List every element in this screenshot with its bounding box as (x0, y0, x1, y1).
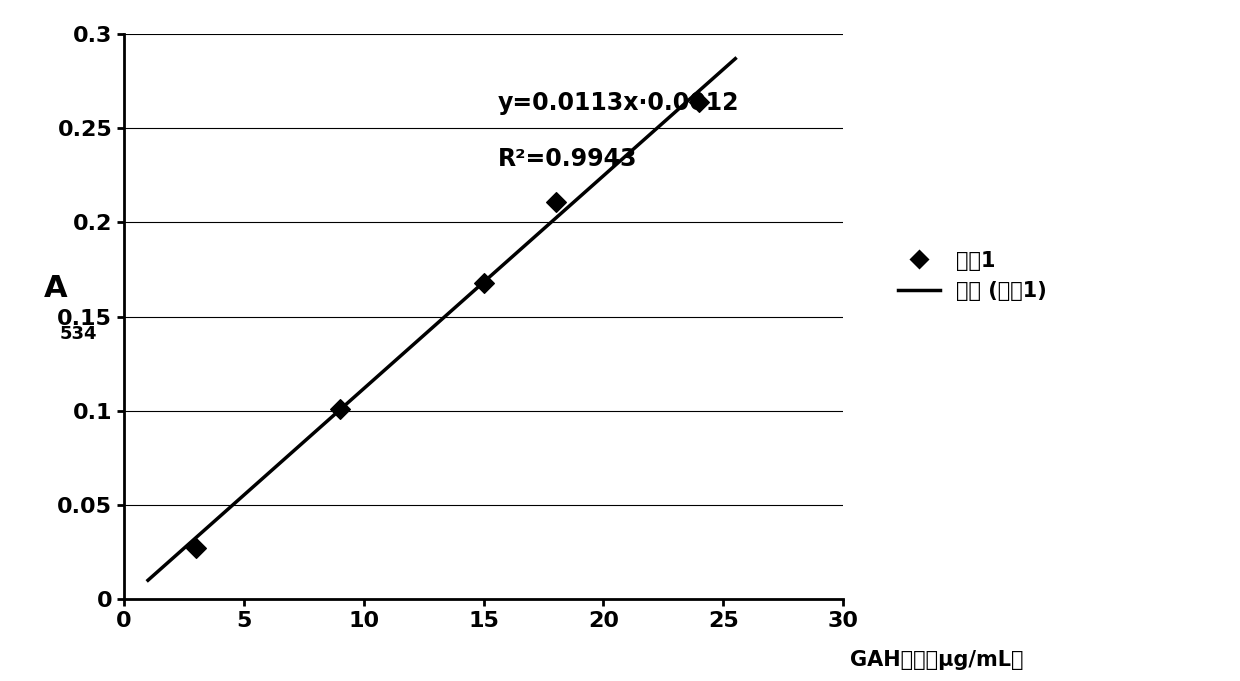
Text: R²=0.9943: R²=0.9943 (498, 147, 637, 171)
Point (546, 196, 565, 207)
Point (186, 543, 206, 554)
Legend: 系列1, 线性 (系列1): 系列1, 线性 (系列1) (889, 242, 1055, 309)
Point (474, 277, 494, 288)
Point (689, 97, 709, 108)
Point (330, 404, 350, 415)
Text: y=0.0113x·0.0012: y=0.0113x·0.0012 (498, 91, 739, 114)
Text: 534: 534 (60, 325, 98, 343)
Text: A: A (43, 274, 67, 303)
Text: GAH含量（μg/mL）: GAH含量（μg/mL） (851, 650, 1024, 670)
